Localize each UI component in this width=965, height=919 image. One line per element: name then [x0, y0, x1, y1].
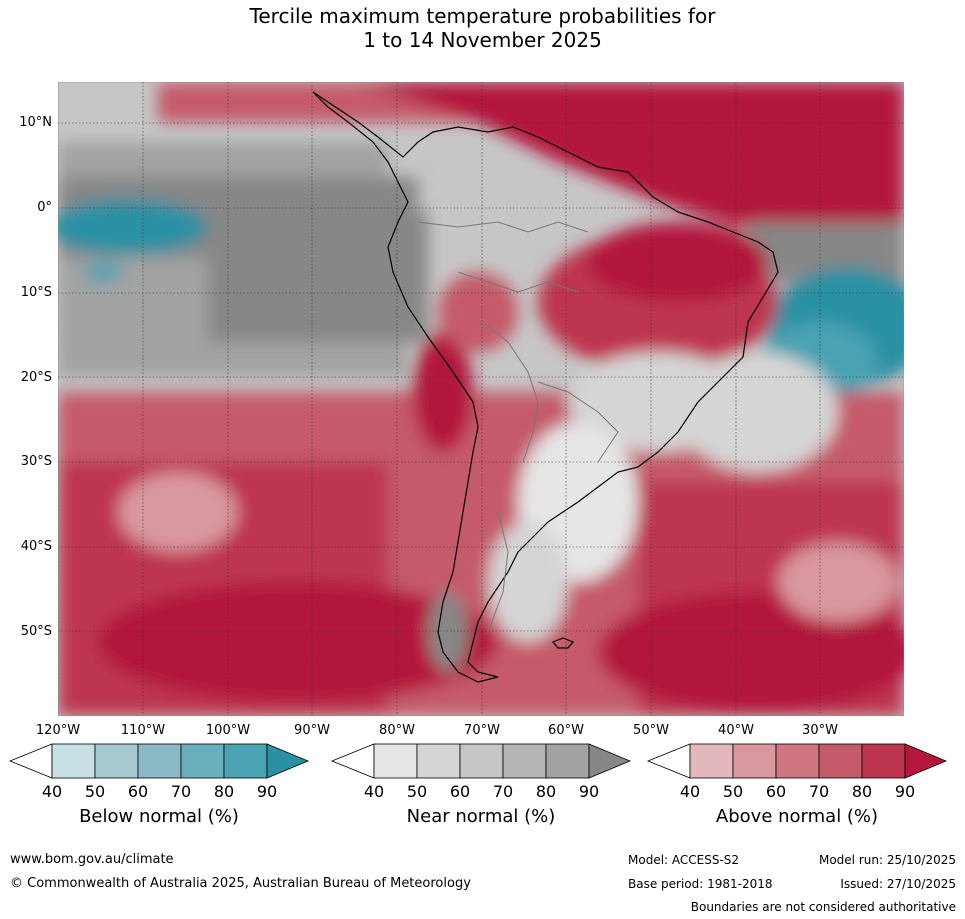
- title-line-1: Tercile maximum temperature probabilitie…: [249, 4, 716, 28]
- near-swatch-3: [459, 743, 504, 779]
- colorbar-above-normal: [646, 743, 948, 779]
- below-tick-80: 80: [213, 782, 235, 801]
- near-swatch-6: [588, 743, 632, 779]
- lon-label-100w: 100°W: [205, 723, 251, 738]
- above-swatch-6: [904, 743, 948, 779]
- near-swatch-5: [545, 743, 590, 779]
- above-tick-80: 80: [851, 782, 873, 801]
- lon-label-60w: 60°W: [548, 723, 584, 738]
- above-swatch-4: [818, 743, 863, 779]
- footer-boundaries-note: Boundaries are not considered authoritat…: [690, 900, 956, 914]
- lat-label-50s: 50°S: [20, 624, 52, 639]
- near-tick-40: 40: [363, 782, 385, 801]
- footer-issued: Issued: 27/10/2025: [840, 877, 956, 891]
- lon-label-120w: 120°W: [35, 723, 81, 738]
- below-tick-90: 90: [256, 782, 278, 801]
- footer-website: www.bom.gov.au/climate: [10, 852, 174, 867]
- near-swatch-4: [502, 743, 547, 779]
- lon-label-30w: 30°W: [802, 723, 838, 738]
- near-swatch-1: [373, 743, 418, 779]
- footer-copyright: © Commonwealth of Australia 2025, Austra…: [10, 876, 471, 891]
- footer-model: Model: ACCESS-S2: [628, 853, 740, 867]
- colorbar-below-normal: [8, 743, 310, 779]
- coastline-falklands: [552, 637, 574, 649]
- lat-label-10s: 10°S: [20, 285, 52, 300]
- footer-base-period: Base period: 1981-2018: [628, 877, 773, 891]
- lat-label-10n: 10°N: [19, 115, 52, 130]
- lon-label-50w: 50°W: [633, 723, 669, 738]
- below-swatch-2: [94, 743, 139, 779]
- country-boundaries: [417, 221, 619, 633]
- above-tick-50: 50: [722, 782, 744, 801]
- below-swatch-5: [223, 743, 268, 779]
- above-swatch-3: [775, 743, 820, 779]
- footer-model-run: Model run: 25/10/2025: [818, 853, 956, 867]
- near-tick-70: 70: [492, 782, 514, 801]
- below-normal-label: Below normal (%): [79, 806, 239, 827]
- lon-label-110w: 110°W: [120, 723, 166, 738]
- lon-label-90w: 90°W: [294, 723, 330, 738]
- near-normal-label: Near normal (%): [406, 806, 556, 827]
- above-swatch-2: [732, 743, 777, 779]
- below-swatch-4: [180, 743, 225, 779]
- lon-label-40w: 40°W: [718, 723, 754, 738]
- near-tick-50: 50: [406, 782, 428, 801]
- below-tick-60: 60: [127, 782, 149, 801]
- above-tick-40: 40: [679, 782, 701, 801]
- above-swatch-1: [689, 743, 734, 779]
- below-swatch-1: [51, 743, 96, 779]
- lat-label-40s: 40°S: [20, 539, 52, 554]
- coastline-south-america: [312, 91, 779, 683]
- above-tick-60: 60: [765, 782, 787, 801]
- probability-map: [58, 82, 904, 716]
- above-normal-label: Above normal (%): [715, 806, 879, 827]
- near-tick-90: 90: [578, 782, 600, 801]
- graticule: [58, 82, 904, 716]
- map-title: Tercile maximum temperature probabilitie…: [0, 4, 965, 52]
- above-tick-90: 90: [894, 782, 916, 801]
- above-swatch-0: [646, 743, 691, 779]
- near-swatch-0: [330, 743, 375, 779]
- below-tick-50: 50: [84, 782, 106, 801]
- lat-label-0: 0°: [37, 200, 52, 215]
- near-swatch-2: [416, 743, 461, 779]
- below-tick-70: 70: [170, 782, 192, 801]
- lat-label-30s: 30°S: [20, 454, 52, 469]
- below-swatch-6: [266, 743, 310, 779]
- title-line-2: 1 to 14 November 2025: [363, 28, 602, 52]
- lat-label-20s: 20°S: [20, 370, 52, 385]
- lon-label-70w: 70°W: [464, 723, 500, 738]
- near-tick-60: 60: [449, 782, 471, 801]
- above-tick-70: 70: [808, 782, 830, 801]
- below-tick-40: 40: [41, 782, 63, 801]
- colorbar-near-normal: [330, 743, 632, 779]
- near-tick-80: 80: [535, 782, 557, 801]
- below-swatch-0: [8, 743, 53, 779]
- lon-label-80w: 80°W: [379, 723, 415, 738]
- below-swatch-3: [137, 743, 182, 779]
- above-swatch-5: [861, 743, 906, 779]
